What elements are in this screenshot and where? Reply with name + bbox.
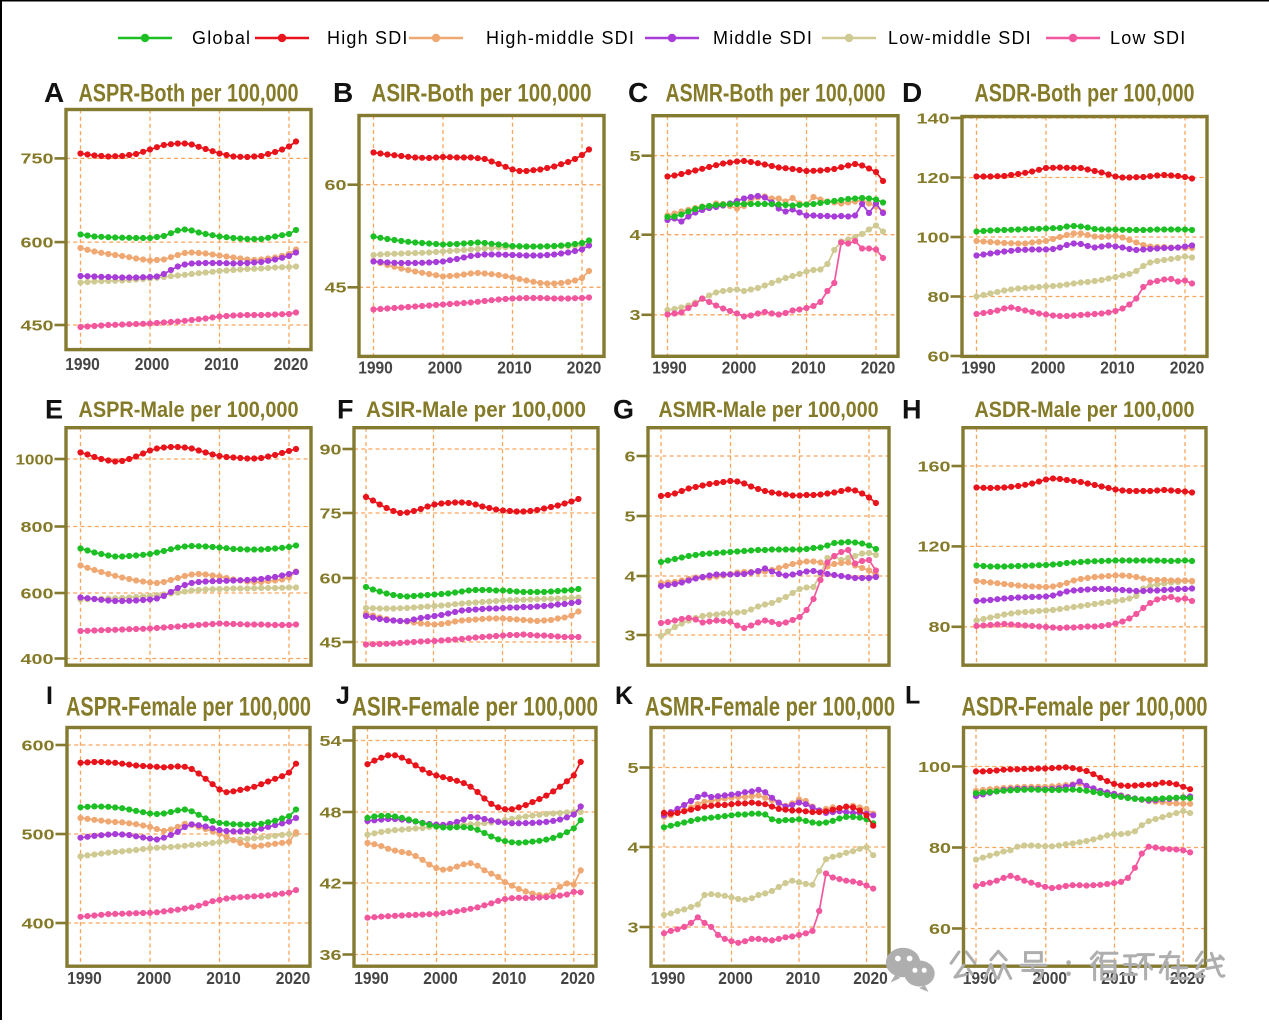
svg-text:140: 140 — [917, 110, 950, 127]
svg-text:2000: 2000 — [718, 968, 753, 988]
svg-text:D: D — [902, 77, 922, 108]
svg-text:75: 75 — [320, 505, 342, 522]
svg-text:4: 4 — [628, 839, 640, 856]
svg-text:3: 3 — [628, 919, 639, 936]
svg-text:ASMR-Male per 100,000: ASMR-Male per 100,000 — [659, 397, 879, 422]
svg-text:1990: 1990 — [354, 968, 389, 988]
svg-text:2010: 2010 — [786, 968, 821, 988]
svg-text:60: 60 — [325, 177, 347, 194]
svg-text:160: 160 — [918, 458, 951, 475]
svg-text:36: 36 — [320, 947, 342, 964]
svg-text:60: 60 — [929, 921, 951, 938]
svg-text:1990: 1990 — [358, 358, 393, 378]
svg-text:600: 600 — [21, 234, 54, 251]
svg-text:600: 600 — [22, 737, 55, 754]
svg-text:K: K — [615, 682, 633, 710]
svg-text:600: 600 — [21, 585, 54, 602]
svg-text:C: C — [628, 77, 648, 108]
svg-text:2010: 2010 — [204, 354, 239, 374]
svg-text:80: 80 — [929, 840, 951, 857]
svg-text:800: 800 — [21, 519, 54, 536]
svg-text:4: 4 — [630, 227, 642, 244]
svg-text:2010: 2010 — [492, 968, 527, 988]
svg-text:90: 90 — [320, 441, 342, 458]
svg-text:54: 54 — [320, 733, 343, 750]
svg-text:48: 48 — [320, 804, 342, 821]
svg-text:G: G — [613, 395, 634, 425]
svg-text:2020: 2020 — [567, 358, 602, 378]
svg-text:2020: 2020 — [276, 968, 311, 988]
svg-text:Low-middle SDI: Low-middle SDI — [888, 28, 1032, 48]
svg-text:5: 5 — [630, 148, 641, 165]
svg-text:Middle SDI: Middle SDI — [713, 28, 813, 48]
svg-text:750: 750 — [21, 151, 54, 168]
svg-text:1990: 1990 — [651, 968, 686, 988]
svg-text:1990: 1990 — [65, 354, 100, 374]
svg-text:2000: 2000 — [135, 354, 170, 374]
svg-text:ASIR-Male per 100,000: ASIR-Male per 100,000 — [366, 397, 586, 422]
svg-text:2000: 2000 — [137, 968, 172, 988]
svg-text:500: 500 — [22, 826, 55, 843]
svg-text:ASDR-Both per 100,000: ASDR-Both per 100,000 — [975, 80, 1195, 108]
svg-text:400: 400 — [22, 915, 55, 932]
svg-text:H: H — [902, 395, 922, 425]
svg-text:60: 60 — [928, 348, 950, 365]
svg-text:80: 80 — [928, 289, 950, 306]
svg-text:450: 450 — [21, 317, 54, 334]
svg-text:3: 3 — [625, 627, 636, 644]
svg-text:5: 5 — [628, 760, 639, 777]
svg-text:Low SDI: Low SDI — [1110, 28, 1186, 48]
svg-text:60: 60 — [320, 570, 342, 587]
svg-text:2020: 2020 — [1170, 358, 1205, 378]
svg-text:45: 45 — [320, 634, 342, 651]
svg-text:100: 100 — [917, 229, 950, 246]
svg-text:2000: 2000 — [428, 358, 463, 378]
svg-text:100: 100 — [918, 759, 951, 776]
svg-text:F: F — [337, 395, 354, 425]
svg-text:2010: 2010 — [497, 358, 532, 378]
svg-text:ASPR-Male per 100,000: ASPR-Male per 100,000 — [79, 397, 299, 422]
svg-text:High-middle SDI: High-middle SDI — [486, 28, 635, 48]
svg-text:80: 80 — [929, 619, 951, 636]
svg-text:2020: 2020 — [853, 968, 888, 988]
svg-text:120: 120 — [918, 539, 951, 556]
svg-text:2010: 2010 — [791, 358, 826, 378]
svg-text:2010: 2010 — [1100, 358, 1135, 378]
svg-text:ASIR-Both per 100,000: ASIR-Both per 100,000 — [372, 80, 592, 108]
svg-text:ASDR-Male per 100,000: ASDR-Male per 100,000 — [975, 397, 1195, 422]
svg-text:2020: 2020 — [561, 968, 596, 988]
svg-text:45: 45 — [325, 280, 347, 297]
svg-text:2000: 2000 — [1031, 358, 1066, 378]
svg-text:High SDI: High SDI — [327, 28, 409, 48]
svg-text:5: 5 — [625, 508, 636, 525]
svg-text:ASPR-Both per 100,000: ASPR-Both per 100,000 — [79, 80, 299, 108]
svg-text:J: J — [336, 682, 350, 710]
svg-text:L: L — [905, 682, 920, 710]
svg-text:2010: 2010 — [206, 968, 241, 988]
svg-text:1990: 1990 — [67, 968, 102, 988]
svg-text:120: 120 — [917, 170, 950, 187]
svg-text:1000: 1000 — [16, 451, 54, 468]
svg-text:4: 4 — [625, 568, 637, 585]
svg-text:1990: 1990 — [652, 358, 687, 378]
svg-text:ASPR-Female per 100,000: ASPR-Female per 100,000 — [66, 692, 311, 722]
svg-text:E: E — [45, 395, 63, 425]
svg-text:3: 3 — [630, 307, 641, 324]
svg-text:6: 6 — [625, 448, 636, 465]
svg-text:Global: Global — [192, 28, 251, 48]
svg-text:42: 42 — [320, 875, 342, 892]
svg-text:2000: 2000 — [722, 358, 757, 378]
svg-text:400: 400 — [21, 651, 54, 668]
svg-text:2020: 2020 — [274, 354, 309, 374]
svg-text:2000: 2000 — [423, 968, 458, 988]
svg-text:B: B — [333, 77, 353, 108]
svg-text:ASIR-Female per 100,000: ASIR-Female per 100,000 — [352, 692, 598, 722]
svg-text:ASDR-Female per 100,000: ASDR-Female per 100,000 — [962, 692, 1208, 722]
svg-text:ASMR-Female per 100,000: ASMR-Female per 100,000 — [645, 692, 895, 722]
svg-text:1990: 1990 — [961, 358, 996, 378]
svg-text:A: A — [44, 77, 64, 108]
svg-text:I: I — [46, 682, 53, 710]
svg-text:2020: 2020 — [861, 358, 896, 378]
svg-text:ASMR-Both per 100,000: ASMR-Both per 100,000 — [666, 80, 886, 108]
